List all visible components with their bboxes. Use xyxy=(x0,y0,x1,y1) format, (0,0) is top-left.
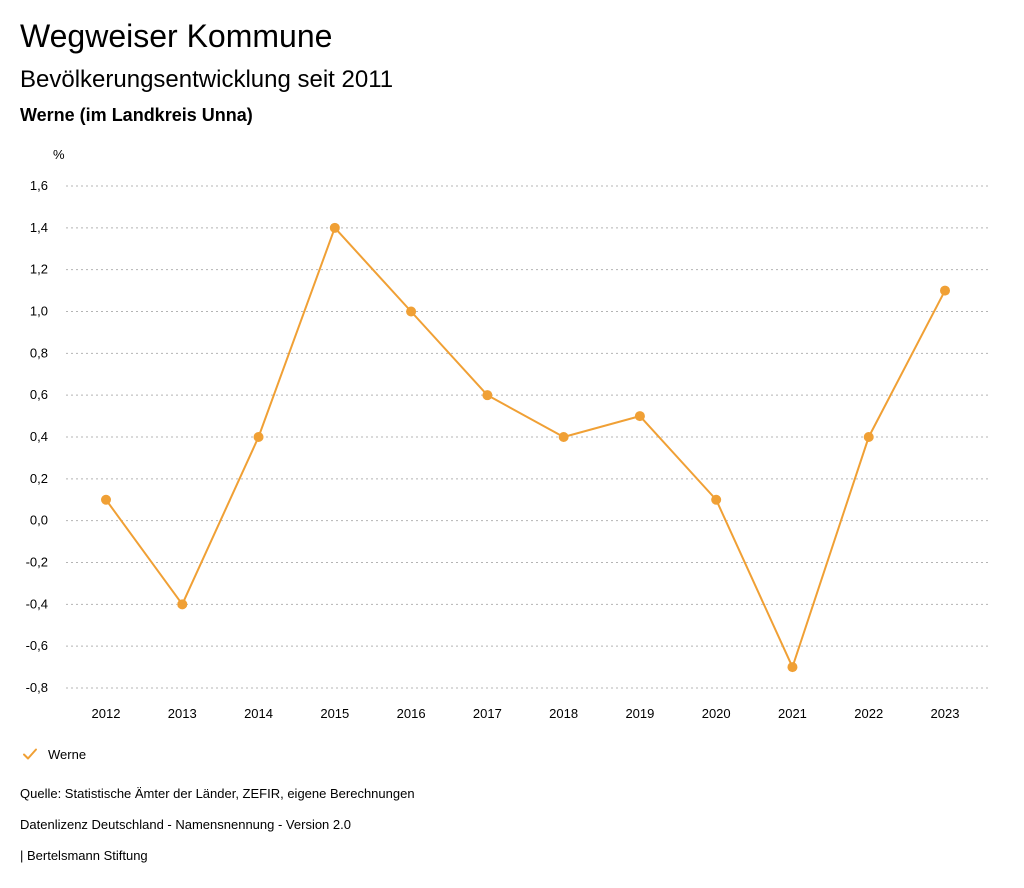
y-tick-label: -0,2 xyxy=(26,555,48,570)
data-point[interactable] xyxy=(329,222,340,233)
x-tick-label: 2016 xyxy=(397,706,426,721)
chart-subtitle: Bevölkerungsentwicklung seit 2011 xyxy=(20,66,394,93)
x-tick-label: 2022 xyxy=(854,706,883,721)
data-point[interactable] xyxy=(940,285,950,296)
data-point[interactable] xyxy=(711,494,722,505)
y-axis: 1,6 1,4 1,2 1,0 0,8 0,6 0,4 0,2 0,0 -0,2 -0,4 -0,6 -… xyxy=(26,178,48,695)
data-point[interactable] xyxy=(482,390,493,401)
y-tick-label: -0,6 xyxy=(26,638,48,653)
x-tick-label: 2012 xyxy=(92,706,121,721)
x-tick-label: 2021 xyxy=(778,706,807,721)
chart-title: Wegweiser Kommune xyxy=(20,18,333,54)
y-tick-label: 0,2 xyxy=(30,471,48,486)
region-label: Werne (im Landkreis Unna) xyxy=(20,105,253,125)
x-tick-label: 2018 xyxy=(549,706,578,721)
data-point[interactable] xyxy=(863,432,874,442)
data-point[interactable] xyxy=(558,432,569,442)
y-tick-label: 0,4 xyxy=(30,429,48,444)
y-tick-label: 1,6 xyxy=(30,178,48,193)
x-tick-label: 2020 xyxy=(702,706,731,721)
line-chart: % 1,6 1,4 1,2 1,0 0,8 0,6 0,4 0,2 0,0 -0,2 -0,4 -0,… xyxy=(26,147,990,721)
x-tick-label: 2013 xyxy=(168,706,197,721)
data-point[interactable] xyxy=(101,494,111,505)
x-tick-label: 2019 xyxy=(625,706,654,721)
y-tick-label: 0,0 xyxy=(30,513,48,528)
x-tick-label: 2017 xyxy=(473,706,502,721)
y-tick-label: -0,8 xyxy=(26,680,48,695)
gridlines xyxy=(66,185,990,689)
x-tick-label: 2014 xyxy=(244,706,273,721)
data-point[interactable] xyxy=(634,411,645,422)
series-line xyxy=(105,226,946,669)
data-point[interactable] xyxy=(177,599,188,610)
y-tick-label: 1,4 xyxy=(30,220,48,235)
check-icon xyxy=(23,748,37,760)
x-tick-label: 2023 xyxy=(931,706,960,721)
series-werne xyxy=(101,222,950,673)
license-note: Datenlizenz Deutschland - Namensnennung … xyxy=(20,817,351,832)
legend-label-werne: Werne xyxy=(48,746,87,762)
source-note: Quelle: Statistische Ämter der Länder, Z… xyxy=(20,786,415,801)
x-tick-label: 2015 xyxy=(320,706,349,721)
y-tick-label: 1,2 xyxy=(30,262,48,277)
publisher-note: | Bertelsmann Stiftung xyxy=(20,848,148,863)
y-tick-label: 0,8 xyxy=(30,345,48,360)
y-tick-label: -0,4 xyxy=(26,596,48,611)
data-point[interactable] xyxy=(253,432,264,442)
y-tick-label: 1,0 xyxy=(30,304,48,319)
legend[interactable]: Werne xyxy=(22,744,86,764)
data-point[interactable] xyxy=(787,662,798,673)
x-axis: 2012 2013 2014 2015 2016 2017 2018 2019 2020 2021… xyxy=(92,706,960,721)
y-tick-label: 0,6 xyxy=(30,387,48,402)
data-point[interactable] xyxy=(406,306,417,317)
y-axis-unit-label: % xyxy=(53,147,65,162)
